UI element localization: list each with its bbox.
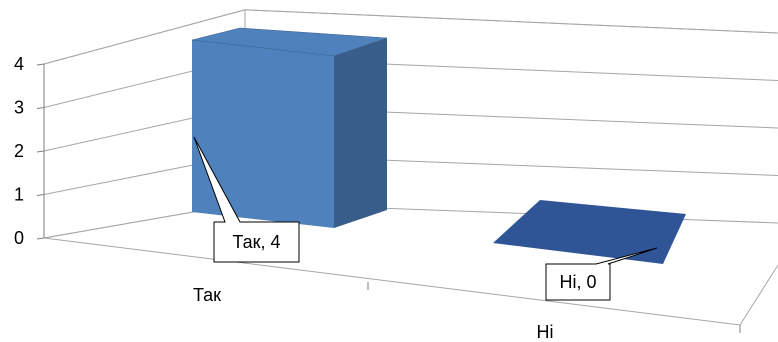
data-labels: Так, 4 Ні, 0	[193, 136, 658, 301]
y-tick-mark	[36, 63, 45, 66]
x-category-label: Ні	[537, 322, 554, 342]
bar-top-face	[191, 27, 388, 57]
y-tick-label: 3	[14, 98, 24, 118]
bar	[493, 200, 686, 264]
data-label: Ні, 0	[559, 272, 596, 292]
y-tick-label: 2	[14, 141, 24, 161]
y-tick-mark	[36, 237, 45, 240]
data-label-callout: Ні, 0	[545, 247, 658, 301]
x-category-label: Так	[193, 285, 221, 305]
chart-walls	[43, 9, 778, 326]
x-axis-categories: Так Ні	[193, 285, 554, 342]
bar	[191, 27, 388, 228]
bar-top-face	[493, 200, 686, 264]
bars	[191, 27, 686, 264]
y-tick-label: 4	[14, 54, 24, 74]
gridline	[43, 105, 778, 152]
bar-front-face	[192, 40, 334, 228]
gridline	[43, 9, 778, 65]
y-tick-label: 1	[14, 185, 24, 205]
data-label: Так, 4	[232, 232, 280, 252]
y-tick-label: 0	[14, 228, 24, 248]
gridlines	[43, 9, 778, 239]
gridline	[43, 154, 778, 195]
y-tick-mark	[36, 107, 45, 109]
data-label-callout: Так, 4	[193, 136, 300, 263]
y-axis-ticks: 0 1 2 3 4	[14, 54, 741, 333]
bar-side-face	[334, 38, 387, 228]
gridline	[43, 57, 778, 108]
y-tick-mark	[36, 150, 45, 153]
callout-box	[193, 136, 300, 263]
callout-box	[545, 247, 658, 301]
y-tick-mark	[36, 194, 45, 196]
